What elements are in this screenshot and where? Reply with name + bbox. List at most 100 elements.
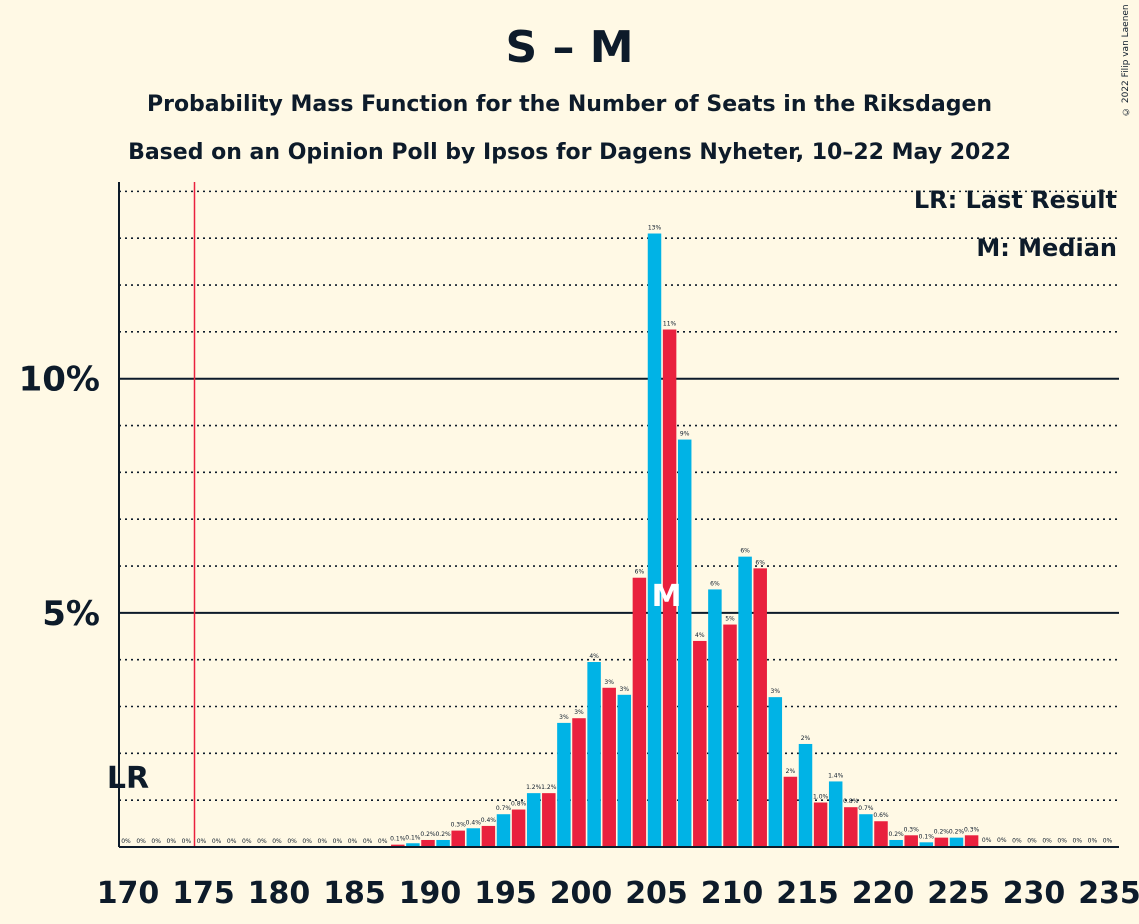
data-label: 0.2% xyxy=(888,831,904,838)
x-tick-label: 235 xyxy=(1078,876,1139,911)
x-tick-label: 200 xyxy=(550,876,613,911)
bar xyxy=(783,776,798,847)
x-tick-label: 175 xyxy=(172,876,235,911)
data-label: 0% xyxy=(287,838,297,845)
bar xyxy=(572,718,586,847)
data-label: 0% xyxy=(212,838,222,845)
data-label: 0% xyxy=(378,838,388,845)
bar xyxy=(889,839,903,847)
data-label: 0.6% xyxy=(873,812,889,819)
data-label: 0% xyxy=(257,838,267,845)
data-label: 0% xyxy=(1042,838,1052,845)
data-label: 0.2% xyxy=(435,831,451,838)
chart-subtitle-source: Based on an Opinion Poll by Ipsos for Da… xyxy=(128,140,1011,165)
data-label: 13% xyxy=(648,225,662,232)
data-label: 0% xyxy=(167,838,177,845)
data-label: 0.8% xyxy=(511,801,527,808)
bar xyxy=(542,793,556,847)
x-tick-label: 225 xyxy=(927,876,990,911)
data-label: 0.7% xyxy=(496,805,512,812)
data-label: 0.1% xyxy=(405,834,421,841)
bar xyxy=(511,809,526,847)
data-label: 0.8% xyxy=(843,798,859,805)
data-label: 6% xyxy=(740,548,750,555)
bar xyxy=(647,233,662,847)
data-label: 0% xyxy=(1057,838,1067,845)
data-label: 6% xyxy=(710,580,720,587)
bar xyxy=(677,439,692,847)
bar xyxy=(617,694,632,847)
chart-title: S – M xyxy=(505,22,634,73)
data-label: 0% xyxy=(197,838,207,845)
data-label: 0% xyxy=(272,838,282,845)
bar xyxy=(391,844,405,847)
data-label: 0.4% xyxy=(481,817,497,824)
data-label: 2% xyxy=(786,768,796,775)
y-tick-label: 10% xyxy=(19,360,100,400)
bar xyxy=(436,839,450,847)
x-tick-label: 220 xyxy=(852,876,915,911)
data-label: 0% xyxy=(1073,838,1083,845)
bar xyxy=(768,697,783,847)
data-label: 0% xyxy=(136,838,146,845)
bar xyxy=(919,842,934,847)
data-label: 0.2% xyxy=(949,829,965,836)
data-label: 0.2% xyxy=(420,831,436,838)
data-label: 0% xyxy=(151,838,161,845)
x-tick-label: 230 xyxy=(1003,876,1066,911)
x-tick-label: 215 xyxy=(776,876,839,911)
data-label: 1.4% xyxy=(828,772,844,779)
data-label: 1.2% xyxy=(526,784,542,791)
bar xyxy=(708,589,722,847)
x-tick-label: 170 xyxy=(97,876,160,911)
bar xyxy=(496,814,511,847)
data-label: 6% xyxy=(755,559,765,566)
data-label: 0.7% xyxy=(858,805,874,812)
bar xyxy=(874,821,888,847)
data-label: 3% xyxy=(559,714,569,721)
data-label: 0% xyxy=(363,838,373,845)
bar xyxy=(934,837,949,847)
bar xyxy=(723,624,737,847)
bar xyxy=(753,568,767,847)
data-label: 0% xyxy=(227,838,237,845)
bar xyxy=(738,556,752,847)
data-label: 3% xyxy=(574,709,584,716)
bar xyxy=(557,722,571,847)
data-label: 0% xyxy=(348,838,358,845)
bar xyxy=(844,807,858,847)
bar xyxy=(662,329,677,848)
y-tick-label: 5% xyxy=(42,594,100,634)
legend-median: M: Median xyxy=(976,234,1117,262)
data-label: 0% xyxy=(997,837,1007,844)
data-label: 0% xyxy=(1088,838,1098,845)
data-label: 0% xyxy=(318,838,328,845)
data-label: 11% xyxy=(663,321,677,328)
data-label: 6% xyxy=(635,569,645,576)
last-result-label: LR xyxy=(107,761,149,796)
data-label: 0% xyxy=(121,838,131,845)
bar xyxy=(964,835,979,847)
data-label: 0.1% xyxy=(390,836,406,843)
median-marker: M xyxy=(652,579,682,614)
bar xyxy=(859,814,873,847)
data-label: 0% xyxy=(1012,838,1022,845)
data-label: 3% xyxy=(604,679,614,686)
chart-subtitle: Probability Mass Function for the Number… xyxy=(146,92,993,117)
x-tick-label: 190 xyxy=(399,876,462,911)
data-label: 0% xyxy=(242,838,252,845)
data-label: 3% xyxy=(620,686,630,693)
bar xyxy=(813,802,828,847)
bar xyxy=(602,687,616,847)
bar xyxy=(526,793,541,847)
data-label: 0% xyxy=(1103,838,1113,845)
data-label: 0.4% xyxy=(466,819,482,826)
data-label: 2% xyxy=(801,735,811,742)
data-label: 5% xyxy=(725,616,735,623)
data-label: 1.0% xyxy=(813,794,829,801)
bar xyxy=(632,577,647,847)
data-label: 0.1% xyxy=(919,833,935,840)
bar xyxy=(949,837,964,847)
x-tick-label: 185 xyxy=(323,876,386,911)
data-label: 0.3% xyxy=(904,826,920,833)
